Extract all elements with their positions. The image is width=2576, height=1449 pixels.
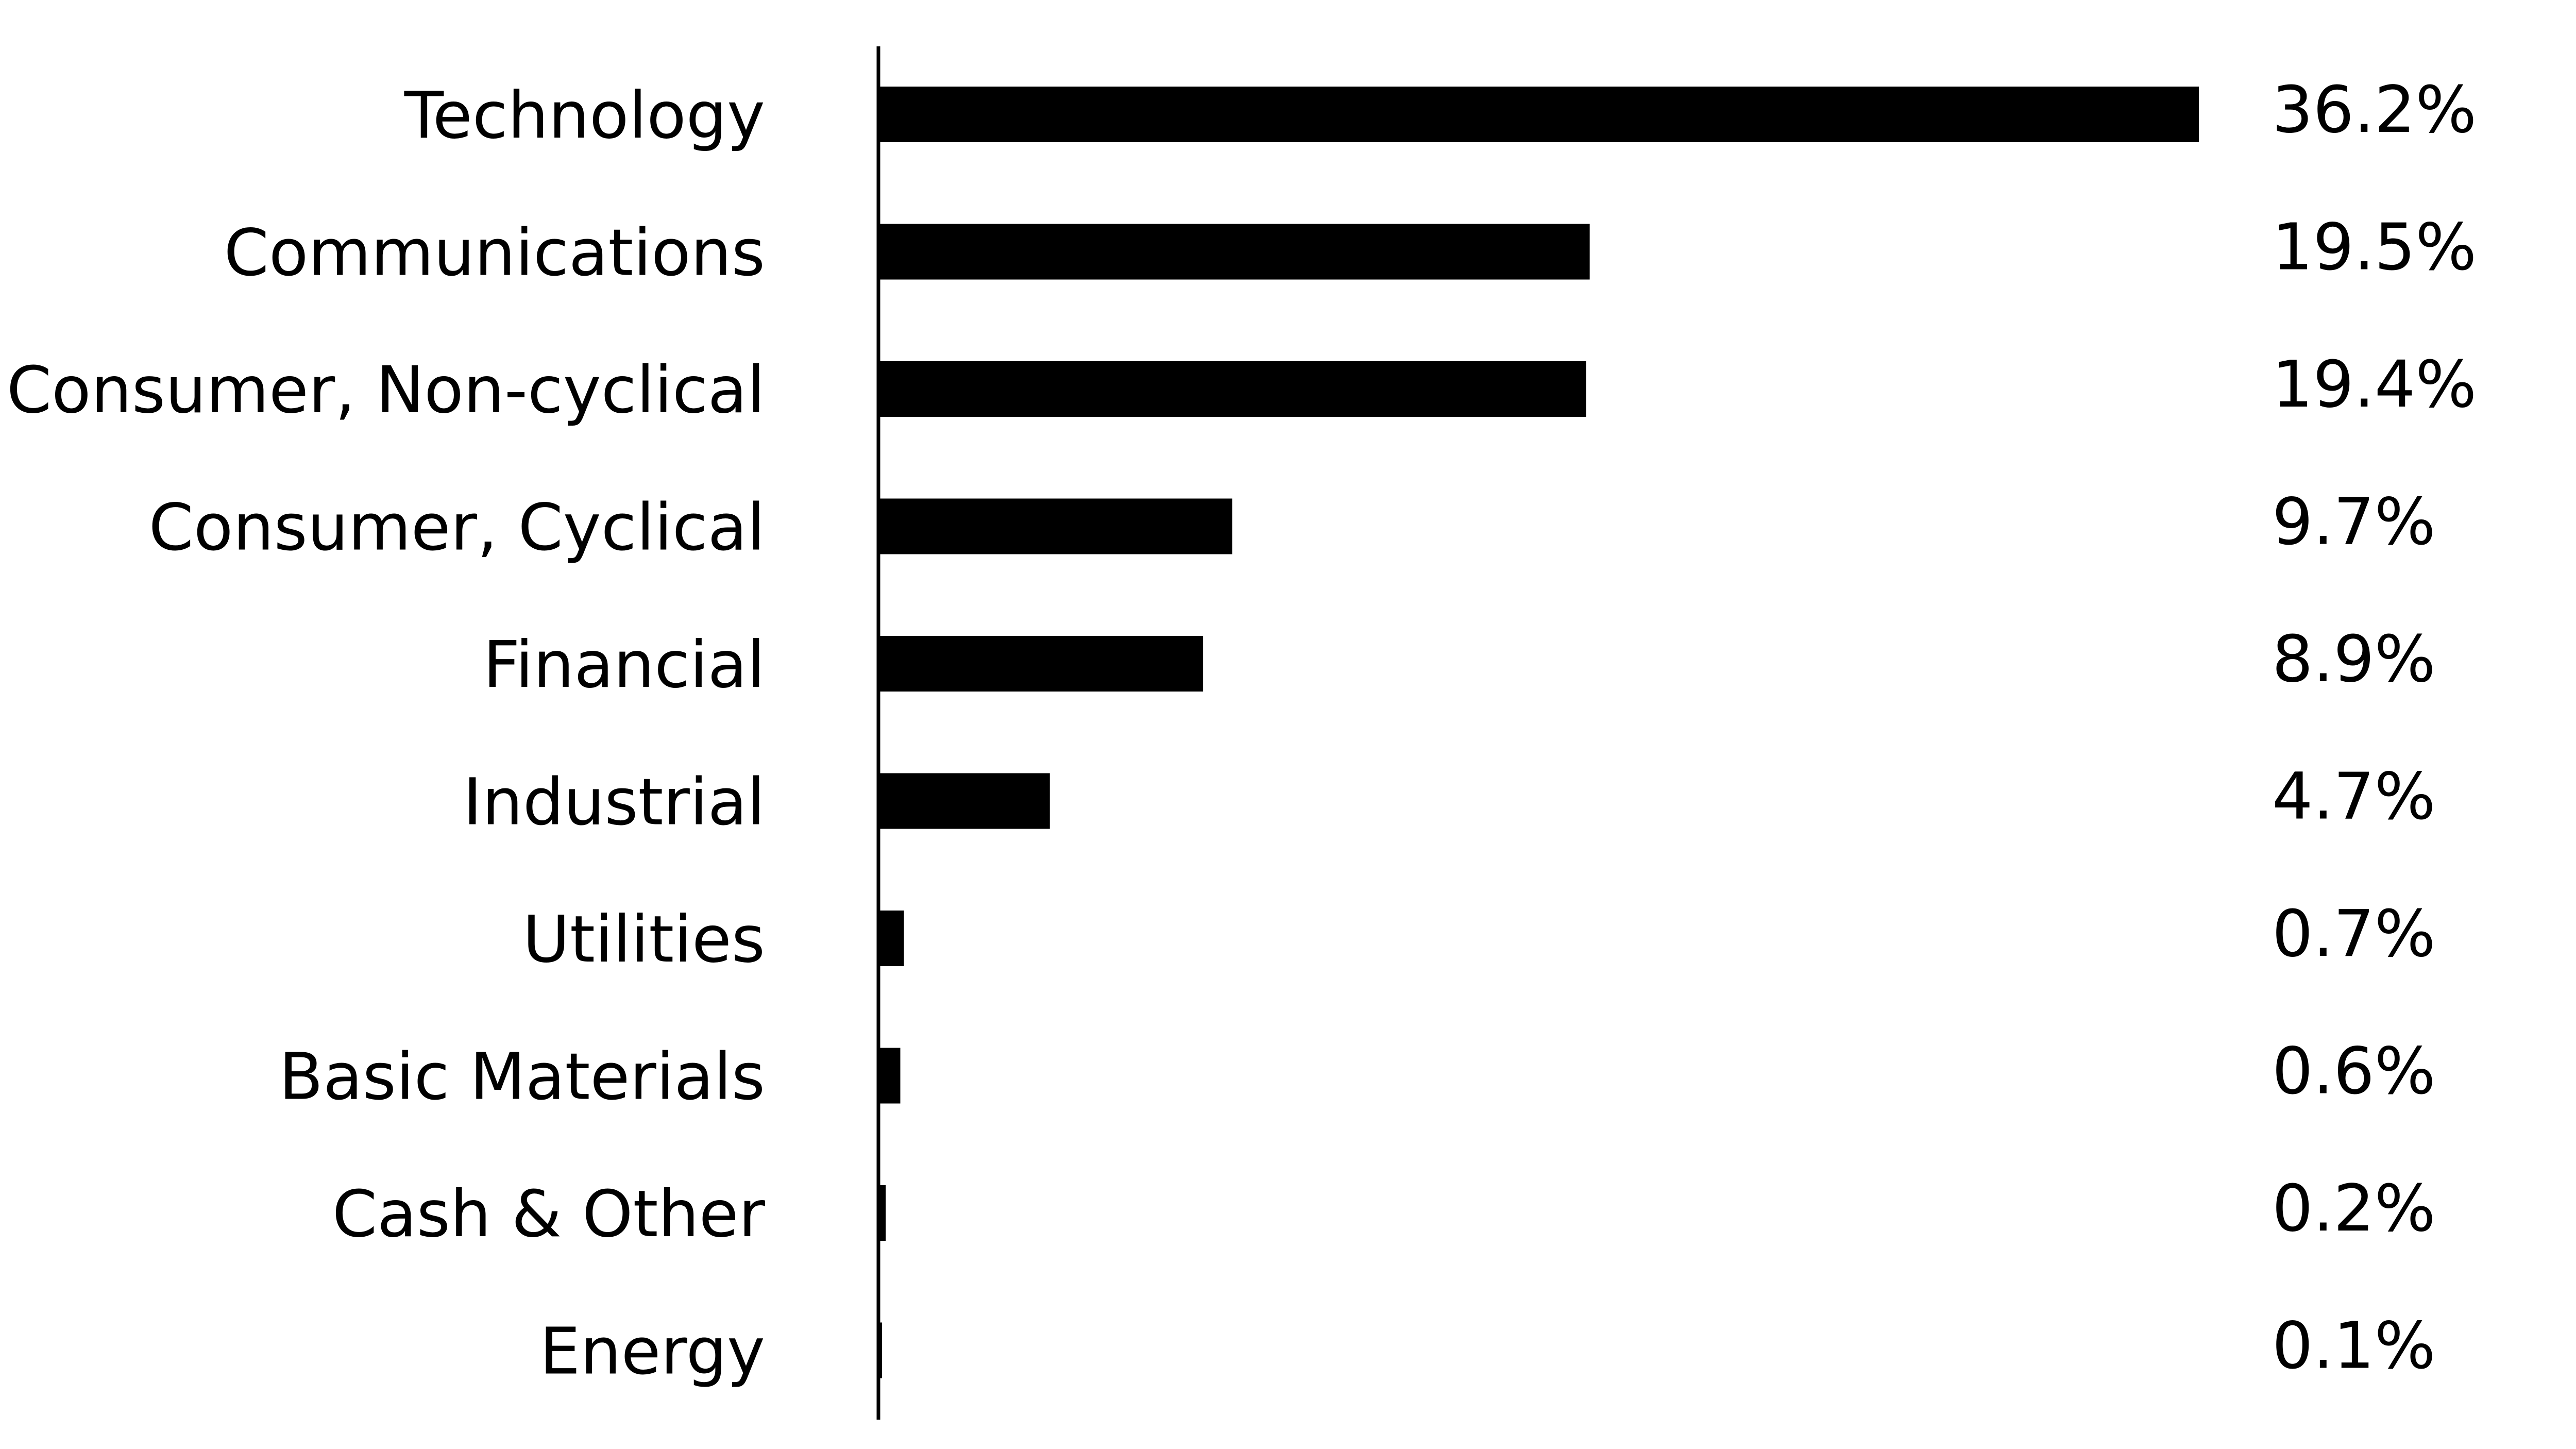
bar-technology xyxy=(878,87,2199,142)
bars-group xyxy=(878,87,2199,1378)
value-label-consumer-non-cyclical: 19.4% xyxy=(2272,347,2477,422)
category-label-consumer-non-cyclical: Consumer, Non-cyclical xyxy=(7,353,765,428)
category-label-energy: Energy xyxy=(539,1315,765,1389)
bar-communications xyxy=(878,224,1590,280)
bar-consumer-non-cyclical xyxy=(878,361,1586,417)
category-label-cash-and-other: Cash & Other xyxy=(332,1177,766,1252)
category-label-consumer-cyclical: Consumer, Cyclical xyxy=(149,491,765,565)
bar-utilities xyxy=(878,911,904,966)
bar-cash-and-other xyxy=(878,1185,886,1241)
bar-consumer-cyclical xyxy=(878,498,1232,554)
category-label-financial: Financial xyxy=(483,628,765,702)
category-labels-group: Technology Communications Consumer, Non-cy… xyxy=(7,78,766,1389)
value-label-industrial: 4.7% xyxy=(2272,760,2436,834)
value-label-technology: 36.2% xyxy=(2272,73,2477,147)
category-label-communications: Communications xyxy=(224,216,765,291)
value-label-cash-and-other: 0.2% xyxy=(2272,1171,2436,1246)
value-label-basic-materials: 0.6% xyxy=(2272,1034,2436,1109)
value-label-energy: 0.1% xyxy=(2272,1309,2436,1384)
bar-basic-materials xyxy=(878,1048,901,1104)
bar-energy xyxy=(878,1322,883,1378)
category-label-utilities: Utilities xyxy=(523,902,765,977)
value-label-consumer-cyclical: 9.7% xyxy=(2272,485,2436,560)
category-label-industrial: Industrial xyxy=(463,765,765,840)
bar-financial xyxy=(878,636,1204,692)
value-label-utilities: 0.7% xyxy=(2272,897,2436,971)
value-labels-group: 36.2% 19.5% 19.4% 9.7% 8.9% 4.7% 0.7% 0.6% 0.2% 0… xyxy=(2272,73,2477,1384)
value-label-financial: 8.9% xyxy=(2272,622,2436,697)
category-label-technology: Technology xyxy=(404,78,765,153)
category-label-basic-materials: Basic Materials xyxy=(279,1040,765,1115)
bar-industrial xyxy=(878,773,1050,829)
value-label-communications: 19.5% xyxy=(2272,210,2477,285)
